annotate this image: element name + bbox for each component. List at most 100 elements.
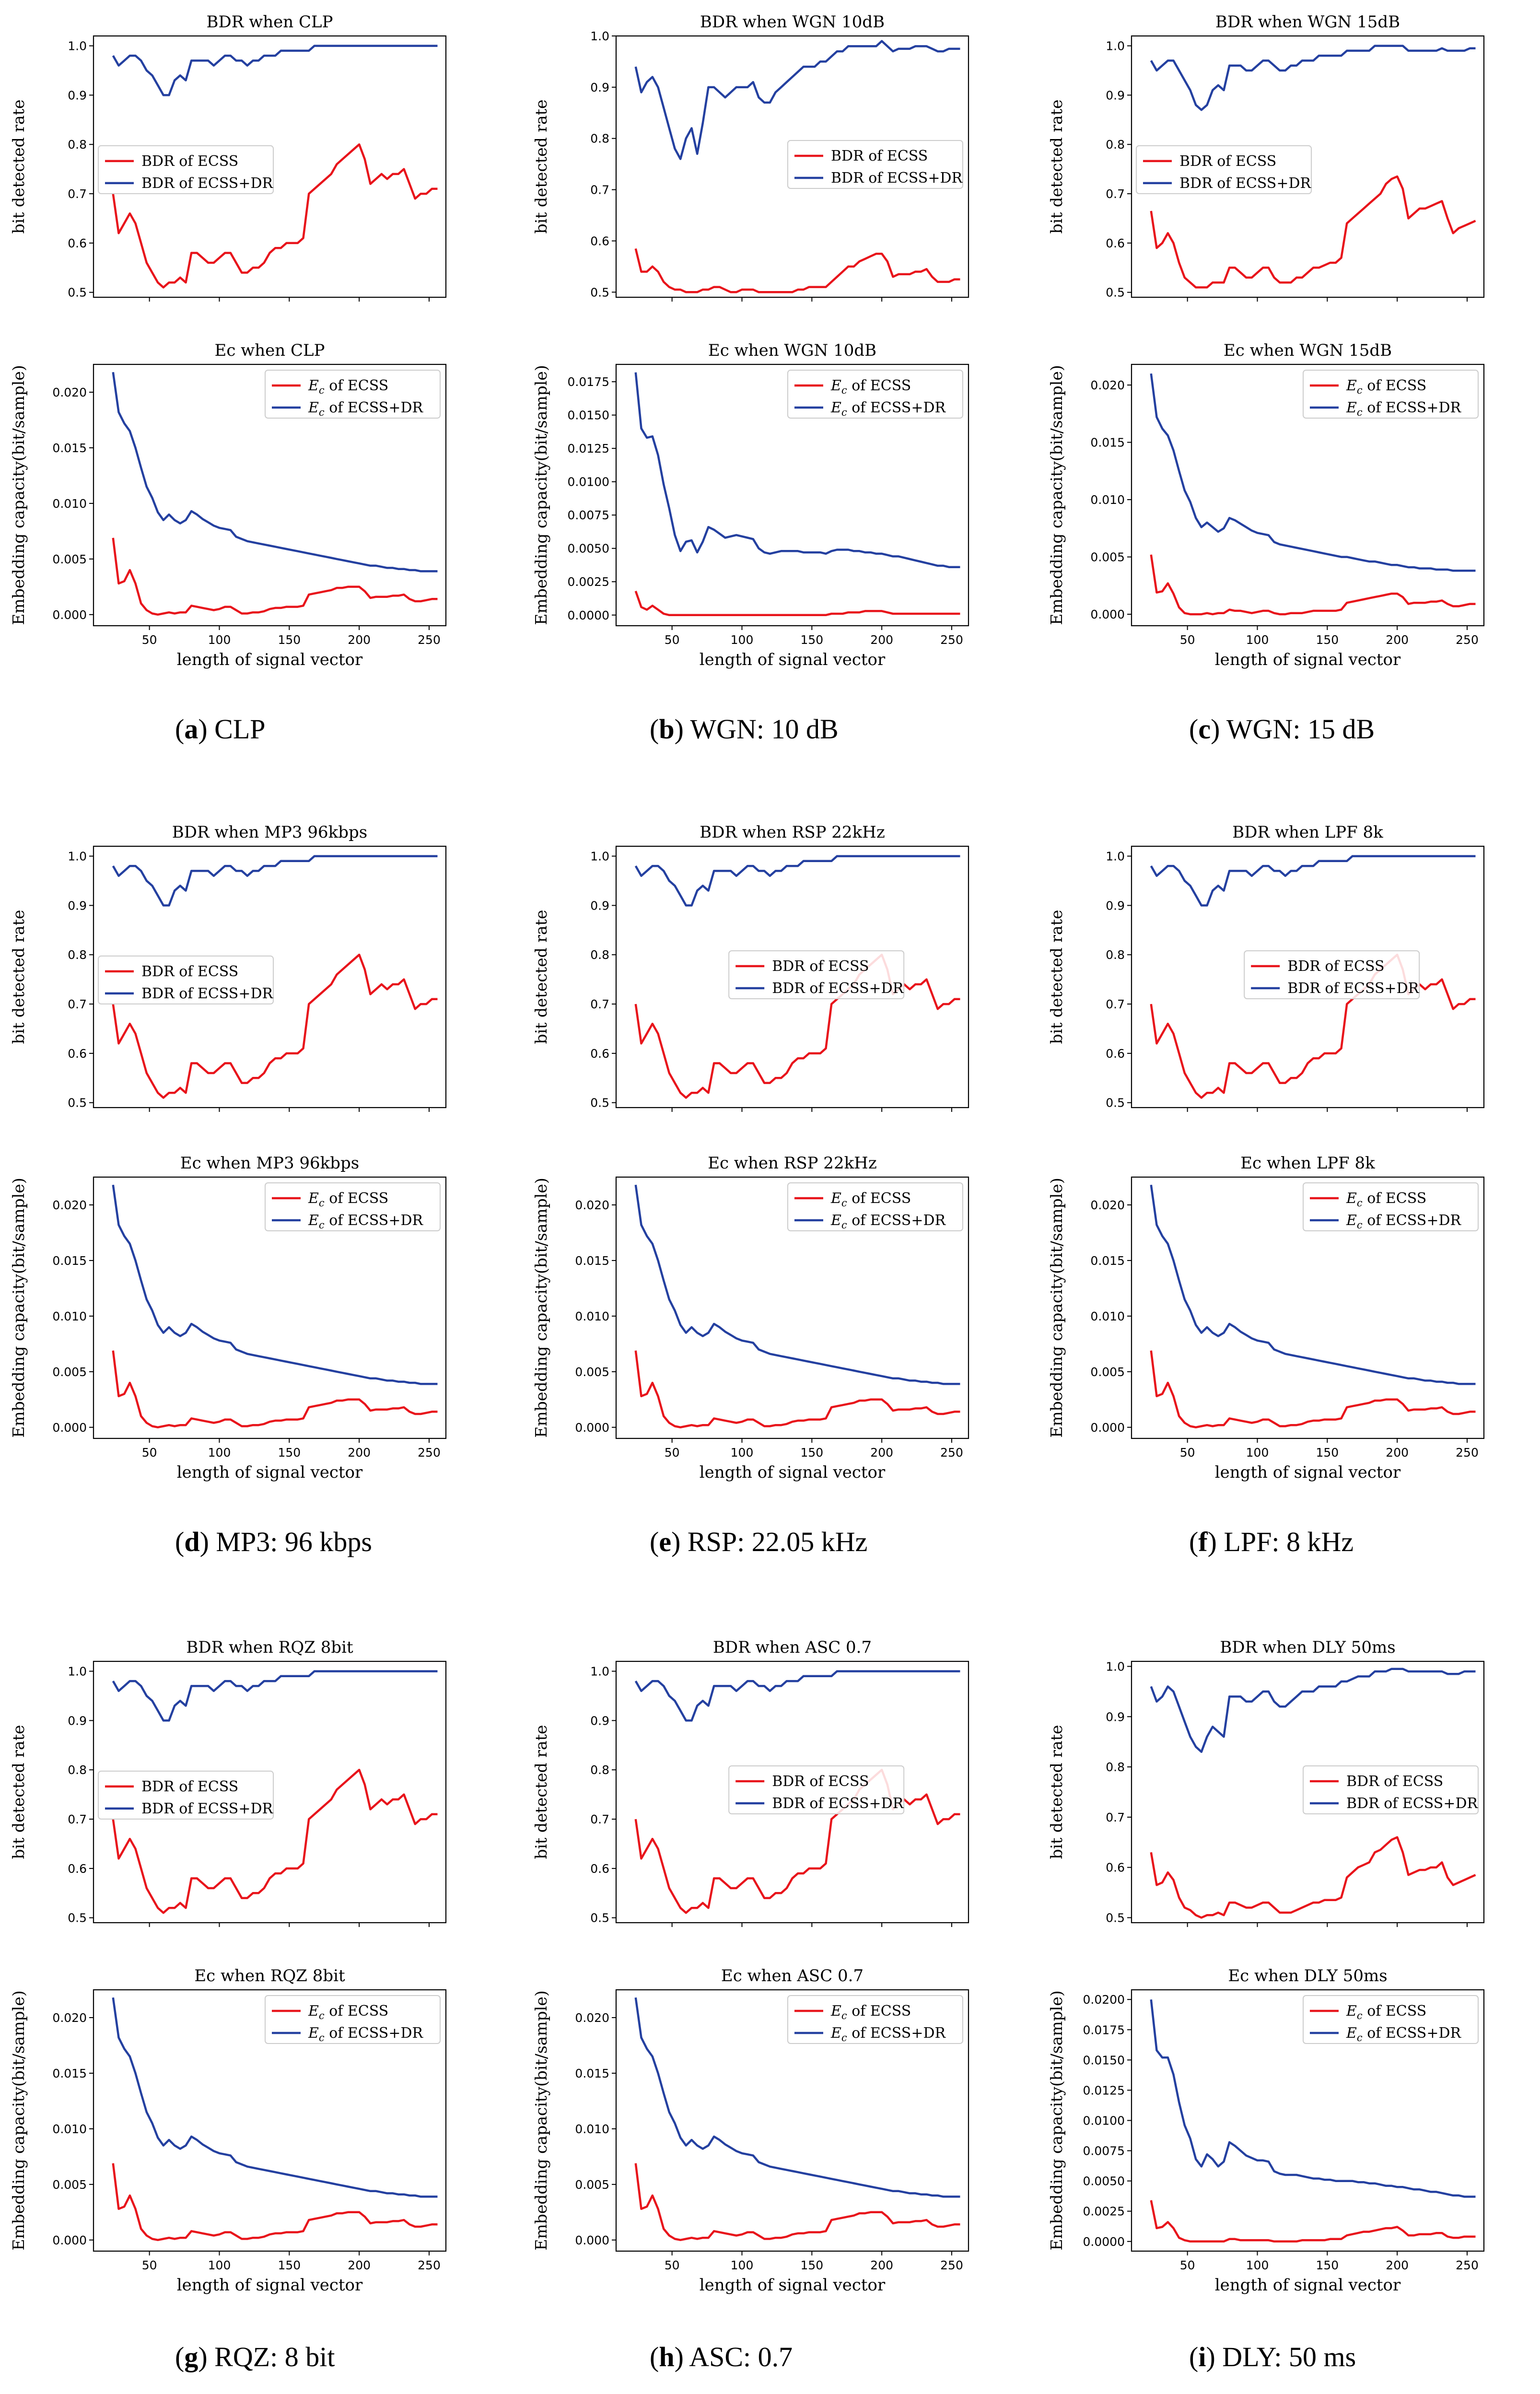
- y-tick-label: 0.020: [52, 1198, 87, 1212]
- legend-box: [265, 370, 441, 419]
- legend-box: [787, 1995, 963, 2044]
- legend-label-ecss: BDR of ECSS: [1346, 1773, 1443, 1790]
- y-tick-label: 0.7: [1106, 1810, 1125, 1824]
- x-tick-label: 50: [665, 633, 680, 647]
- x-tick-label: 200: [348, 1446, 371, 1460]
- plot-frame: [93, 1660, 447, 1924]
- series-line-ecss: [1150, 175, 1476, 289]
- series-line-ecss: [1150, 953, 1476, 1099]
- y-tick-label: 0.0200: [1083, 1993, 1125, 2007]
- legend-box: [98, 955, 274, 1004]
- x-tick-label: 150: [278, 1446, 301, 1460]
- y-tick-label: 1.0: [590, 29, 609, 43]
- x-tick-label: 200: [1386, 633, 1409, 647]
- series-line-ecss-dr: [112, 1184, 438, 1385]
- y-tick-label: 0.9: [590, 81, 609, 94]
- panel-caption-i: (i) DLY: 50 ms: [1189, 2341, 1356, 2372]
- x-axis-label: length of signal vector: [700, 1463, 886, 1482]
- y-tick-label: 0.0075: [1083, 2144, 1125, 2158]
- x-tick-label: 100: [208, 1446, 231, 1460]
- y-tick-label: 1.0: [1106, 850, 1125, 864]
- y-tick-label: 0.015: [575, 2067, 609, 2080]
- series-line-ecss-dr: [112, 855, 438, 907]
- series-line-ecss: [112, 953, 438, 1099]
- y-tick-label: 0.0075: [568, 508, 609, 522]
- y-tick-label: 0.9: [68, 88, 87, 102]
- x-tick-label: 250: [418, 1446, 441, 1460]
- legend: Ec of ECSS Ec of ECSS+DR: [1303, 1995, 1479, 2044]
- y-tick-label: 0.020: [1090, 1198, 1125, 1212]
- y-axis-label: bit detected rate: [532, 99, 550, 234]
- legend: BDR of ECSS BDR of ECSS+DR: [728, 950, 905, 999]
- series-line-ecss-dr: [634, 372, 960, 568]
- panel-caption-f: (f) LPF: 8 kHz: [1189, 1526, 1353, 1557]
- plot-title: Ec when CLP: [215, 341, 325, 360]
- legend: Ec of ECSS Ec of ECSS+DR: [1303, 1182, 1479, 1231]
- plot-title: BDR when ASC 0.7: [713, 1638, 872, 1657]
- legend-label-ecss: Ec of ECSS: [830, 1190, 911, 1209]
- legend-label-ecss: BDR of ECSS: [1179, 153, 1276, 170]
- x-axis-label: length of signal vector: [700, 2276, 886, 2295]
- y-tick-label: 1.0: [590, 850, 609, 864]
- legend-label-ecss-dr: BDR of ECSS+DR: [1179, 175, 1312, 192]
- y-tick-label: 0.5: [68, 1911, 87, 1925]
- y-tick-label: 0.8: [590, 1763, 609, 1777]
- y-axis-label: Embedding capacity(bit/sample): [1047, 365, 1066, 625]
- y-tick-label: 1.0: [68, 39, 87, 53]
- plot-h-bdr: BDR when ASC 0.7 bit detected rate 0.5 0.6 0…: [532, 1638, 969, 1927]
- plot-frame: [615, 1660, 969, 1924]
- plot-title: Ec when RSP 22kHz: [708, 1154, 877, 1173]
- legend-box: [98, 1770, 274, 1820]
- y-tick-label: 1.0: [68, 1665, 87, 1679]
- x-tick-label: 200: [1386, 2258, 1409, 2272]
- plot-d-bdr: BDR when MP3 96kbps bit detected rate 0.5 0…: [9, 823, 447, 1112]
- y-tick-label: 0.8: [68, 1763, 87, 1777]
- y-tick-label: 0.5: [1106, 286, 1125, 300]
- series-line-ecss: [1150, 1836, 1476, 1919]
- plot-frame: [1131, 1176, 1485, 1439]
- x-tick-label: 150: [1316, 2258, 1339, 2272]
- y-tick-label: 0.015: [52, 1254, 87, 1268]
- series-line-ecss-dr: [112, 1997, 438, 2198]
- x-tick-label: 150: [800, 633, 823, 647]
- series-line-ecss-dr: [1150, 1999, 1476, 2198]
- legend-label-ecss-dr: Ec of ECSS+DR: [1346, 2025, 1462, 2044]
- legend: Ec of ECSS Ec of ECSS+DR: [1303, 370, 1479, 419]
- series-line-ecss-dr: [112, 1670, 438, 1722]
- plot-frame: [1131, 363, 1485, 627]
- legend: BDR of ECSS BDR of ECSS+DR: [1244, 950, 1420, 999]
- series-line-ecss: [634, 590, 960, 617]
- y-tick-label: 0.0025: [568, 575, 609, 589]
- y-tick-label: 0.6: [68, 1047, 87, 1061]
- legend-box: [1244, 950, 1420, 999]
- y-tick-label: 0.020: [52, 385, 87, 399]
- legend-label-ecss-dr: Ec of ECSS+DR: [1346, 1212, 1462, 1231]
- y-axis-label: Embedding capacity(bit/sample): [532, 365, 550, 625]
- y-tick-label: 0.6: [68, 1862, 87, 1876]
- plot-f-ec: Ec when LPF 8k Embedding capacity(bit/sam…: [1047, 1154, 1485, 1482]
- series-line-ecss-dr: [634, 855, 960, 907]
- y-tick-label: 0.0125: [568, 442, 609, 455]
- y-tick-label: 0.5: [590, 1096, 609, 1110]
- legend: Ec of ECSS Ec of ECSS+DR: [265, 1182, 441, 1231]
- series-line-ecss: [634, 1768, 960, 1914]
- x-tick-label: 150: [278, 633, 301, 647]
- x-tick-label: 50: [665, 2258, 680, 2272]
- y-tick-label: 0.020: [575, 2011, 609, 2025]
- x-axis-label: length of signal vector: [1215, 2276, 1401, 2295]
- x-tick-label: 250: [1456, 633, 1479, 647]
- legend: Ec of ECSS Ec of ECSS+DR: [265, 370, 441, 419]
- y-tick-label: 0.5: [590, 1911, 609, 1925]
- x-axis-label: length of signal vector: [177, 1463, 363, 1482]
- y-tick-label: 0.0125: [1083, 2083, 1125, 2097]
- legend-label-ecss: BDR of ECSS: [772, 958, 869, 975]
- y-tick-label: 0.9: [1106, 899, 1125, 912]
- series-line-ecss-dr: [634, 40, 960, 160]
- x-tick-label: 200: [1386, 1446, 1409, 1460]
- y-tick-label: 0.0000: [568, 608, 609, 622]
- y-tick-label: 1.0: [1106, 1659, 1125, 1673]
- legend-label-ecss: BDR of ECSS: [1287, 958, 1384, 975]
- y-tick-label: 0.010: [52, 1309, 87, 1323]
- plot-title: BDR when RSP 22kHz: [700, 823, 885, 842]
- y-axis-label: Embedding capacity(bit/sample): [9, 1990, 28, 2251]
